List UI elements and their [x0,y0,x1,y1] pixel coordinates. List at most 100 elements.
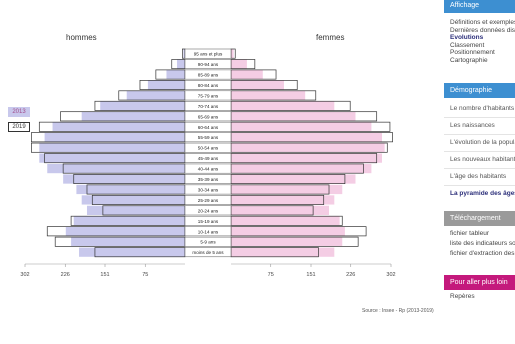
age-label-box [184,142,232,153]
age-label-box [184,121,232,132]
bar-women-2013 [231,195,335,205]
x-tick-label: 302 [20,272,29,278]
age-label-box [184,205,232,216]
age-label-box [184,153,232,163]
men-label: hommes [66,33,97,42]
nav-nombre-habitants[interactable]: Le nombre d'habitants [444,101,515,118]
bar-women-2013 [231,205,330,215]
legend-2019[interactable]: 2019 [8,122,30,132]
nav-positionnement[interactable]: Positionnement [450,49,495,56]
age-label-box [184,48,232,59]
nav-age-habitants[interactable]: L'âge des habitants [444,169,515,186]
bar-men-2013 [86,205,185,215]
bar-women-2013 [231,216,340,226]
bar-men-2013 [100,101,185,111]
age-label-box [184,174,232,184]
bar-men-2013 [81,195,185,205]
telechargement-list: fichier tableur liste des indicateurs so… [444,226,515,259]
age-label: 40-44 ans [198,167,219,172]
bar-men-2013 [166,69,185,80]
age-label-box [184,215,232,226]
bar-men-2013 [177,59,185,69]
nav-reperes[interactable]: Repères [450,293,475,300]
age-label: 80-84 ans [198,83,219,88]
bar-men-2013 [63,174,186,184]
nav-definitions[interactable]: Définitions et exemples [450,19,515,26]
bar-men-2013 [39,153,186,163]
telechargement-header[interactable]: Téléchargement [444,211,515,226]
demographie-header[interactable]: Démographie [444,83,515,98]
nav-naissances[interactable]: Les naissances [444,118,515,135]
x-tick-label: 75 [142,272,148,278]
age-label-box [184,236,232,247]
nav-evolutions[interactable]: Evolutions [450,34,484,41]
bar-men-2013 [81,111,185,121]
population-pyramid-chart: 95 ans et plus 90-94 ans 85-89 ans 80-84 an… [8,33,434,314]
age-label-box [184,163,232,174]
bar-women-2013 [231,69,263,80]
plus-loin-header[interactable]: Pour aller plus loin [444,275,515,290]
bar-women-2013 [231,143,385,153]
age-label: 90-94 ans [198,62,219,67]
nav-pyramide-ages[interactable]: La pyramide des âges [450,190,515,197]
age-label-box [184,247,232,258]
bar-women-2013 [231,59,247,69]
age-label: 45-49 ans [198,156,219,161]
bar-men-2013 [65,226,185,236]
legend-2013[interactable]: 2013 [8,107,30,117]
nav-evolution-population[interactable]: L'évolution de la population [444,135,515,152]
plus-loin-list: Repères [444,290,515,301]
bar-men-2013 [47,163,186,174]
bar-women-2013 [231,247,335,257]
download-tableur[interactable]: fichier tableur [450,230,490,237]
bar-men-2013 [79,247,185,257]
age-label-box [184,111,232,122]
affichage-header[interactable]: Affichage [444,0,515,13]
bar-women-2013 [231,153,382,163]
age-label-box [184,59,232,69]
age-label: 20-24 ans [198,208,219,213]
age-label-box [184,80,232,90]
nav-classement[interactable]: Classement [450,41,485,49]
nav-cartographie[interactable]: Cartographie [450,56,488,64]
bar-women-2013 [231,122,372,132]
bar-men-2013 [52,122,185,132]
x-tick-label: 302 [386,272,395,278]
x-tick-label: 151 [306,272,315,278]
x-tick-label: 226 [61,272,70,278]
age-label: moins de 5 ans [192,250,224,255]
bar-women-2013 [231,237,343,247]
demographie-list: Le nombre d'habitants Les naissances L'é… [444,98,515,202]
affichage-list: Définitions et exemples Dernières donnée… [444,13,515,64]
bar-men-2013 [73,216,185,226]
bar-men-2013 [76,184,185,195]
download-indicateurs[interactable]: liste des indicateurs sources [450,240,515,247]
bar-women-2013 [231,184,343,195]
age-label: 25-29 ans [198,198,219,203]
x-tick-label: 75 [268,272,274,278]
bar-women-2013 [231,80,284,90]
download-extraction[interactable]: fichier d'extraction des données [450,250,515,257]
age-label: 55-59 ans [198,135,219,140]
source-note: Source : Insee - Rp (2013-2019) [362,308,434,314]
bar-men-2013 [126,90,185,101]
age-label-box [184,132,232,143]
age-label: 50-54 ans [198,146,219,151]
sidebar: Affichage Définitions et exemples Derniè… [444,0,515,344]
women-label: femmes [316,33,345,42]
age-label-box [184,184,232,195]
nav-nouveaux-habitants[interactable]: Les nouveaux habitants [444,152,515,169]
bar-women-2013 [231,174,356,184]
bar-women-2013 [231,163,372,174]
age-label-box [184,90,232,101]
bar-women-2013 [231,49,234,59]
bar-women-2013 [231,111,356,121]
age-label: 30-34 ans [198,187,219,192]
age-label: 75-79 ans [198,93,219,98]
x-tick-label: 226 [346,272,355,278]
bar-women-2013 [231,132,382,142]
pyramid-svg: 95 ans et plus 90-94 ans 85-89 ans 80-84 an… [20,48,396,278]
age-label: 5-9 ans [200,240,216,245]
age-label-box [184,101,232,111]
nav-dernieres-donnees[interactable]: Dernières données disponibles [450,26,515,34]
